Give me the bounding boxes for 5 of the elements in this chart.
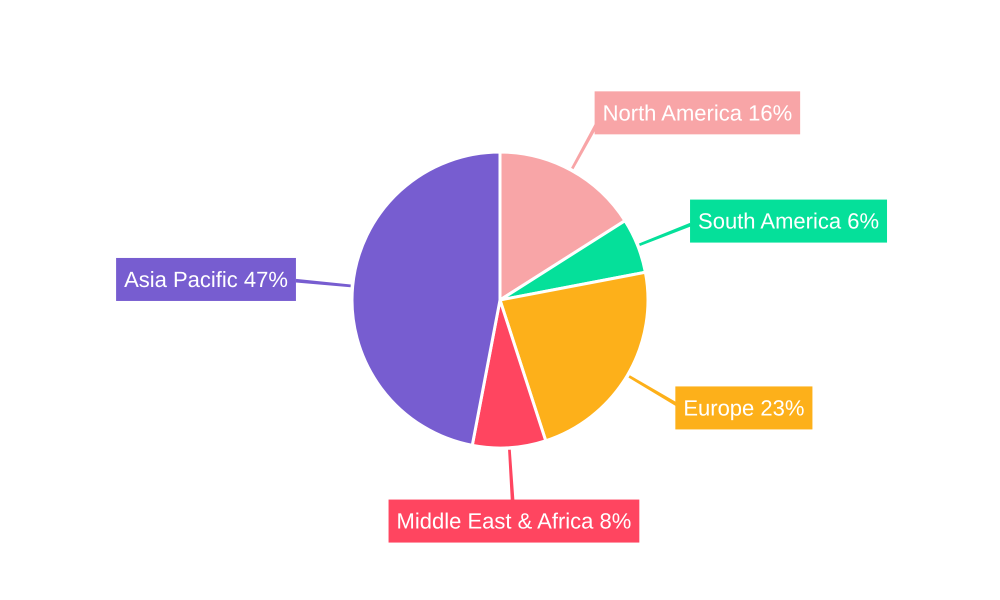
legend-label: South America 6%: [698, 208, 880, 234]
slice-label: Asia Pacific 47%: [124, 266, 288, 292]
slice-label: North America 16%: [602, 100, 792, 126]
slice-label: Europe 23%: [683, 395, 804, 420]
slice-label: Middle East & Africa 8%: [396, 508, 632, 534]
